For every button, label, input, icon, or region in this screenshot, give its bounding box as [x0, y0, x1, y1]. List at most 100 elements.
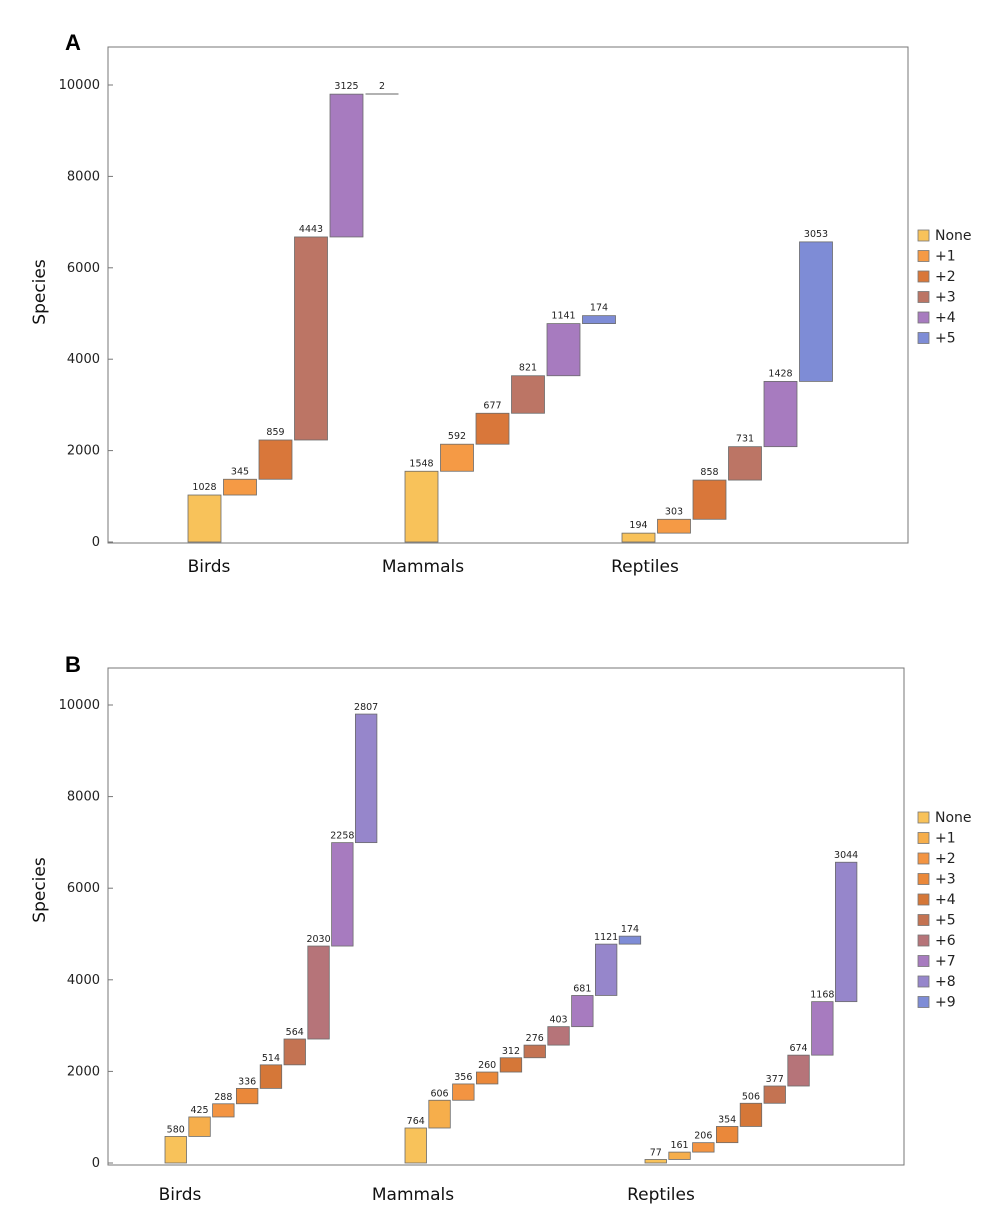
y-tick-label: 0 [92, 535, 100, 550]
legend-label: +3 [935, 872, 956, 888]
y-tick-label: 2000 [67, 1064, 100, 1079]
data-label: 821 [519, 363, 537, 374]
plot-frame [107, 667, 905, 1166]
data-label: 4443 [299, 224, 323, 235]
legend-label: +5 [935, 913, 956, 929]
data-label: 1168 [810, 990, 834, 1001]
y-tick-label: 0 [92, 1156, 100, 1171]
data-label: 674 [789, 1043, 807, 1054]
bar [452, 1083, 475, 1101]
category-label: Mammals [382, 557, 464, 577]
data-label: 403 [549, 1015, 567, 1026]
legend-label: +4 [935, 892, 956, 908]
data-label: 606 [430, 1088, 448, 1099]
data-label: 681 [573, 983, 591, 994]
bar [404, 470, 439, 543]
category-label: Birds [188, 557, 231, 577]
legend-label: +9 [935, 995, 956, 1011]
legend-swatch [917, 332, 930, 344]
legend-label: +5 [935, 331, 956, 347]
bar [571, 995, 594, 1028]
bar [307, 945, 330, 1040]
legend-label: +4 [935, 310, 956, 326]
panel-label: A [65, 30, 81, 55]
legend-label: +2 [935, 851, 956, 867]
legend-swatch [917, 893, 930, 906]
data-label: 161 [670, 1140, 688, 1151]
data-label: 580 [167, 1124, 185, 1135]
data-label: 174 [590, 303, 608, 314]
y-tick-label: 8000 [67, 169, 100, 184]
bar [644, 1159, 667, 1164]
bar [331, 842, 354, 947]
bar [692, 1142, 715, 1153]
legend-swatch [917, 311, 930, 324]
bar [235, 1087, 259, 1105]
data-label: 764 [407, 1116, 425, 1127]
bar [523, 1044, 546, 1059]
bar [188, 1116, 211, 1137]
bar [763, 1085, 786, 1104]
data-label: 2807 [354, 702, 378, 713]
category-label: Mammals [372, 1185, 454, 1205]
legend-swatch [917, 229, 930, 242]
data-label: 303 [665, 506, 683, 517]
data-label: 859 [266, 427, 284, 438]
data-label: 2258 [330, 831, 354, 842]
data-label: 174 [621, 924, 639, 935]
plot-frame [107, 46, 909, 544]
data-label: 677 [483, 400, 501, 411]
bar [692, 479, 727, 520]
bar [668, 1151, 691, 1160]
bar [187, 494, 222, 543]
y-tick-label: 10000 [59, 698, 100, 713]
data-label: 2 [379, 81, 385, 92]
data-label: 1428 [768, 368, 792, 379]
bar [258, 439, 293, 480]
bar [428, 1099, 451, 1129]
legend-swatch [917, 873, 930, 885]
legend-label: +7 [935, 954, 956, 970]
data-label: 276 [526, 1033, 544, 1044]
data-label: 206 [694, 1131, 712, 1142]
bar [728, 446, 762, 481]
data-label: 858 [700, 467, 718, 478]
data-label: 425 [190, 1105, 208, 1116]
bar [259, 1064, 283, 1089]
data-label: 377 [766, 1074, 784, 1085]
legend-label: +2 [935, 269, 956, 285]
data-label: 506 [742, 1091, 760, 1102]
data-label: 564 [286, 1027, 304, 1038]
legend-swatch [917, 996, 930, 1008]
y-axis-label: Species [30, 857, 50, 923]
legend-label: +6 [935, 933, 956, 949]
bar [294, 236, 328, 441]
legend-swatch [917, 832, 930, 844]
category-label: Reptiles [611, 557, 679, 577]
legend-swatch [917, 914, 930, 926]
data-label: 592 [448, 431, 466, 442]
legend-swatch [917, 291, 930, 303]
legend-label: +1 [935, 249, 956, 265]
data-label: 354 [718, 1114, 736, 1125]
y-axis-label: Species [30, 259, 50, 325]
legend-label: +3 [935, 290, 956, 306]
y-tick-label: 6000 [67, 261, 100, 276]
data-label: 77 [650, 1147, 662, 1158]
bar [212, 1103, 235, 1118]
legend-swatch [917, 934, 930, 947]
legend-swatch [917, 955, 930, 967]
bar [440, 443, 474, 472]
bar [329, 93, 364, 238]
data-label: 2030 [306, 934, 330, 945]
legend-swatch [917, 270, 930, 283]
y-tick-label: 10000 [59, 78, 100, 93]
data-label: 3125 [334, 81, 358, 92]
data-label: 731 [736, 434, 754, 445]
bar [716, 1126, 739, 1144]
legend-label: None [935, 228, 972, 244]
bar [582, 315, 616, 324]
data-label: 1028 [192, 482, 216, 493]
data-label: 1121 [594, 932, 618, 943]
